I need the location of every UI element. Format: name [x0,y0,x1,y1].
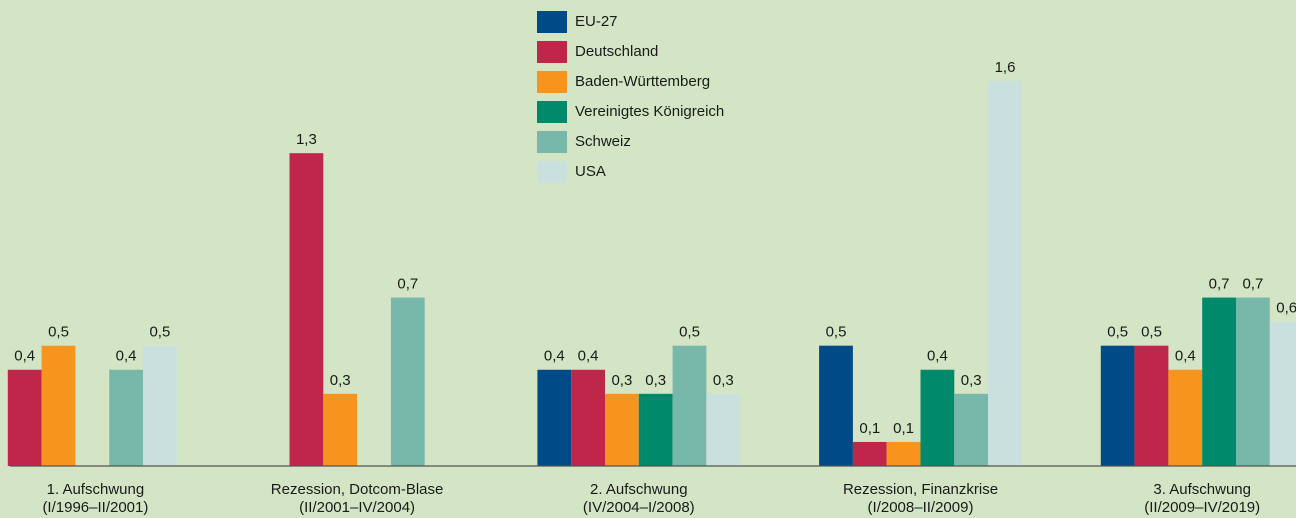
value-label: 0,3 [961,372,982,389]
bar [819,345,853,466]
bar [289,153,324,466]
bar [7,369,42,466]
bar [852,441,887,466]
bar [988,81,1022,466]
value-label: 0,1 [893,420,914,437]
legend-label: Deutschland [575,43,658,60]
value-label: 0,5 [1141,324,1162,341]
value-label: 0,4 [578,348,599,365]
value-label: 0,3 [645,372,666,389]
bar [1168,369,1203,466]
legend-label: EU-27 [575,13,618,30]
bar [605,393,639,466]
x-tick-label: (I/1996–II/2001) [42,499,148,516]
bar [1269,321,1296,466]
bar [109,369,143,466]
x-tick-label: 3. Aufschwung [1153,481,1251,498]
value-label: 0,4 [116,348,137,365]
x-tick-label: (II/2001–IV/2004) [299,499,415,516]
legend-swatch [537,11,567,33]
x-tick-label: 1. Aufschwung [47,481,145,498]
bar [1236,297,1270,466]
x-tick-label: (II/2009–IV/2019) [1144,499,1260,516]
value-label: 0,6 [1276,300,1296,317]
value-label: 0,5 [149,324,170,341]
value-label: 1,6 [995,59,1016,76]
x-tick-label: (IV/2004–I/2008) [583,499,695,516]
bar [706,393,741,466]
bar [1100,345,1135,466]
value-label: 0,5 [826,324,847,341]
legend-swatch [537,131,567,153]
value-label: 0,4 [544,348,565,365]
bar [571,369,605,466]
legend-swatch [537,71,567,93]
bar [323,393,358,466]
value-label: 0,4 [927,348,948,365]
bar [672,345,707,466]
bar [886,441,921,466]
bar [143,345,177,466]
x-tick-label: 2. Aufschwung [590,481,688,498]
bar [41,345,76,466]
legend-swatch [537,41,567,63]
value-label: 0,3 [713,372,734,389]
value-label: 0,4 [14,348,35,365]
legend-swatch [537,161,567,183]
x-tick-label: (I/2008–II/2009) [868,499,974,516]
legend-label: Schweiz [575,133,631,150]
x-tick-label: Rezession, Finanzkrise [843,481,998,498]
x-tick-label: Rezession, Dotcom-Blase [271,481,444,498]
legend-label: Baden-Württemberg [575,73,710,90]
value-label: 0,3 [330,372,351,389]
value-label: 0,5 [1107,324,1128,341]
bar [1134,345,1169,466]
legend-label: USA [575,163,606,180]
bar [537,369,572,466]
bar [954,393,989,466]
value-label: 0,5 [679,324,700,341]
value-label: 0,5 [48,324,69,341]
bar [390,297,425,466]
legend-label: Vereinigtes Königreich [575,103,724,120]
value-label: 0,7 [1209,276,1230,293]
value-label: 0,1 [859,420,880,437]
bar [920,369,955,466]
bar [1202,297,1236,466]
value-label: 0,7 [1242,276,1263,293]
value-label: 0,3 [611,372,632,389]
value-label: 0,7 [397,276,418,293]
value-label: 1,3 [296,131,317,148]
legend-swatch [537,101,567,123]
bar [638,393,673,466]
value-label: 0,4 [1175,348,1196,365]
